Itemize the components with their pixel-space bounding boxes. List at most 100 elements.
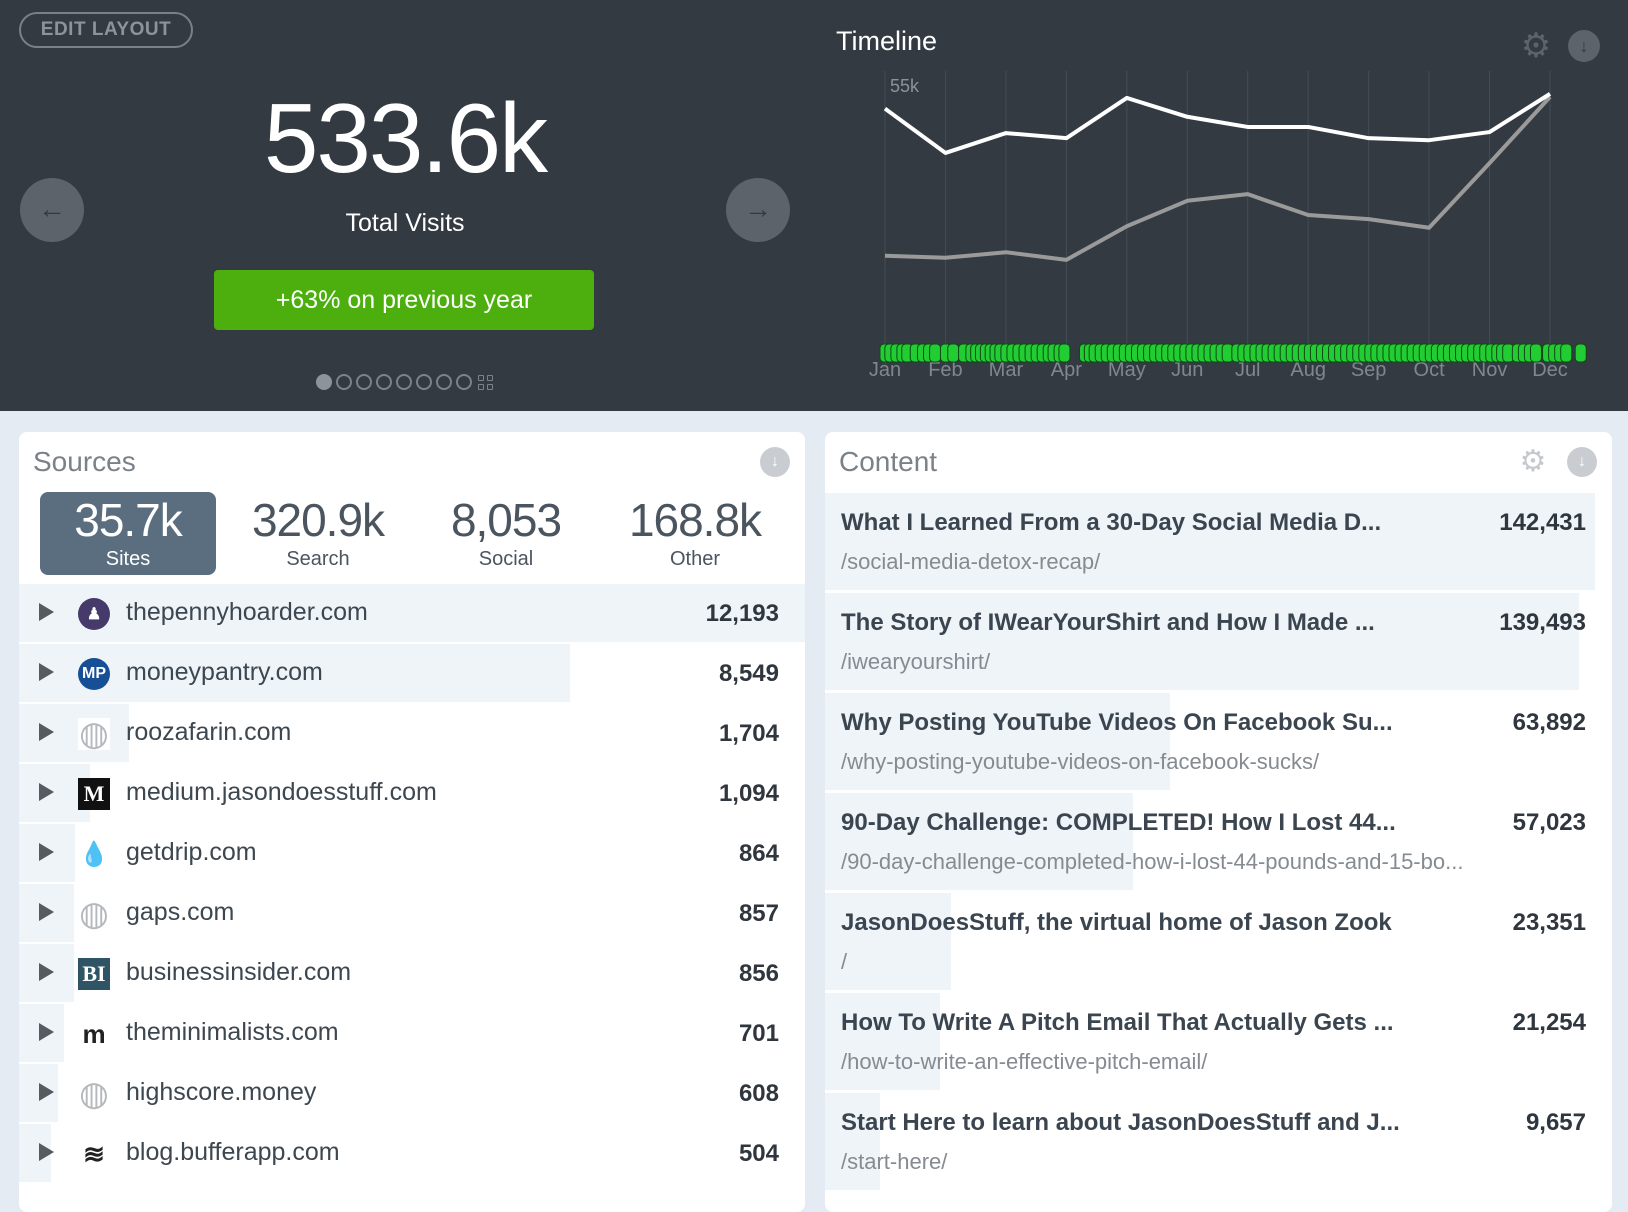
annotation-marker[interactable]	[930, 344, 941, 362]
content-row[interactable]: JasonDoesStuff, the virtual home of Jaso…	[825, 893, 1612, 993]
content-path: /social-media-detox-recap/	[841, 549, 1100, 575]
globe-icon: ◍	[78, 1078, 110, 1110]
source-tab-label: Other	[607, 548, 783, 570]
content-value: 21,254	[1513, 1009, 1586, 1037]
annotation-marker[interactable]	[948, 344, 959, 362]
expand-triangle-icon[interactable]	[39, 843, 54, 861]
expand-triangle-icon[interactable]	[39, 1023, 54, 1041]
value-bar	[825, 1093, 880, 1190]
content-row[interactable]: 90-Day Challenge: COMPLETED! How I Lost …	[825, 793, 1612, 893]
download-icon[interactable]: ↓	[760, 447, 790, 477]
expand-triangle-icon[interactable]	[39, 1143, 54, 1161]
value-bar	[825, 993, 940, 1090]
source-tab-value: 8,053	[418, 492, 594, 548]
expand-triangle-icon[interactable]	[39, 963, 54, 981]
content-title-link[interactable]: What I Learned From a 30-Day Social Medi…	[841, 509, 1381, 537]
content-row[interactable]: Start Here to learn about JasonDoesStuff…	[825, 1093, 1612, 1193]
source-row[interactable]: MP moneypantry.com 8,549	[19, 644, 805, 704]
content-title: Content	[839, 446, 937, 478]
source-name[interactable]: blog.bufferapp.com	[126, 1138, 340, 1167]
expand-triangle-icon[interactable]	[39, 723, 54, 741]
source-row[interactable]: ◍ roozafarin.com 1,704	[19, 704, 805, 764]
source-row[interactable]: BI businessinsider.com 856	[19, 944, 805, 1004]
source-name[interactable]: thepennyhoarder.com	[126, 598, 368, 627]
download-icon[interactable]: ↓	[1567, 447, 1597, 477]
expand-triangle-icon[interactable]	[39, 1083, 54, 1101]
source-name[interactable]: highscore.money	[126, 1078, 316, 1107]
source-tab-value: 35.7k	[40, 492, 216, 548]
expand-triangle-icon[interactable]	[39, 783, 54, 801]
source-tab-value: 168.8k	[607, 492, 783, 548]
y-tick-label: 55k	[890, 76, 920, 96]
source-name[interactable]: theminimalists.com	[126, 1018, 339, 1047]
content-path: /	[841, 949, 847, 975]
source-row[interactable]: ♟ thepennyhoarder.com 12,193	[19, 584, 805, 644]
source-value: 1,094	[719, 780, 779, 808]
source-name[interactable]: getdrip.com	[126, 838, 257, 867]
source-value: 504	[739, 1140, 779, 1168]
source-row[interactable]: M medium.jasondoesstuff.com 1,094	[19, 764, 805, 824]
content-title-link[interactable]: How To Write A Pitch Email That Actually…	[841, 1009, 1394, 1037]
content-title-link[interactable]: JasonDoesStuff, the virtual home of Jaso…	[841, 909, 1392, 937]
source-name[interactable]: businessinsider.com	[126, 958, 351, 987]
content-title-link[interactable]: Start Here to learn about JasonDoesStuff…	[841, 1109, 1400, 1137]
source-name[interactable]: gaps.com	[126, 898, 234, 927]
content-row[interactable]: Why Posting YouTube Videos On Facebook S…	[825, 693, 1612, 793]
gear-icon[interactable]: ⚙	[1518, 447, 1548, 477]
content-row[interactable]: What I Learned From a 30-Day Social Medi…	[825, 493, 1612, 593]
source-row[interactable]: m theminimalists.com 701	[19, 1004, 805, 1064]
sources-title: Sources	[33, 446, 136, 478]
drop-icon: 💧	[78, 838, 110, 870]
source-name[interactable]: roozafarin.com	[126, 718, 291, 747]
person-icon: ♟	[78, 598, 110, 630]
content-value: 142,431	[1499, 509, 1586, 537]
content-row[interactable]: The Story of IWearYourShirt and How I Ma…	[825, 593, 1612, 693]
expand-triangle-icon[interactable]	[39, 663, 54, 681]
content-path: /why-posting-youtube-videos-on-facebook-…	[841, 749, 1319, 775]
mp-logo-icon: MP	[78, 658, 110, 690]
medium-logo-icon: M	[78, 778, 110, 810]
source-row[interactable]: ◍ gaps.com 857	[19, 884, 805, 944]
annotation-marker[interactable]	[1561, 344, 1572, 362]
content-value: 139,493	[1499, 609, 1586, 637]
source-value: 8,549	[719, 660, 779, 688]
content-path: /how-to-write-an-effective-pitch-email/	[841, 1049, 1207, 1075]
content-title-link[interactable]: 90-Day Challenge: COMPLETED! How I Lost …	[841, 809, 1396, 837]
minimalists-logo-icon: m	[78, 1018, 110, 1050]
source-tab-label: Social	[418, 548, 594, 570]
content-value: 23,351	[1513, 909, 1586, 937]
annotation-marker[interactable]	[1575, 344, 1586, 362]
source-row[interactable]: ≋ blog.bufferapp.com 504	[19, 1124, 805, 1184]
source-tab-label: Sites	[40, 548, 216, 570]
source-name[interactable]: moneypantry.com	[126, 658, 323, 687]
source-row[interactable]: 💧 getdrip.com 864	[19, 824, 805, 884]
globe-icon: ◍	[78, 718, 110, 750]
content-path: /90-day-challenge-completed-how-i-lost-4…	[841, 849, 1463, 875]
annotation-marker[interactable]	[1059, 344, 1070, 362]
series-line	[885, 94, 1550, 153]
content-title-link[interactable]: Why Posting YouTube Videos On Facebook S…	[841, 709, 1393, 737]
value-bar	[825, 793, 1133, 890]
bi-logo-icon: BI	[78, 958, 110, 990]
globe-icon: ◍	[78, 898, 110, 930]
content-panel: Content ⚙ ↓ What I Learned From a 30-Day…	[825, 432, 1612, 1212]
content-title-link[interactable]: The Story of IWearYourShirt and How I Ma…	[841, 609, 1375, 637]
source-name[interactable]: medium.jasondoesstuff.com	[126, 778, 437, 807]
content-path: /start-here/	[841, 1149, 947, 1175]
content-value: 63,892	[1513, 709, 1586, 737]
value-bar	[825, 893, 951, 990]
content-value: 57,023	[1513, 809, 1586, 837]
source-row[interactable]: ◍ highscore.money 608	[19, 1064, 805, 1124]
content-row[interactable]: How To Write A Pitch Email That Actually…	[825, 993, 1612, 1093]
buffer-logo-icon: ≋	[78, 1138, 110, 1170]
expand-triangle-icon[interactable]	[39, 903, 54, 921]
expand-triangle-icon[interactable]	[39, 603, 54, 621]
value-bar	[825, 693, 1170, 790]
content-path: /iwearyourshirt/	[841, 649, 990, 675]
source-tab-label: Search	[230, 548, 406, 570]
annotation-marker[interactable]	[1530, 344, 1541, 362]
